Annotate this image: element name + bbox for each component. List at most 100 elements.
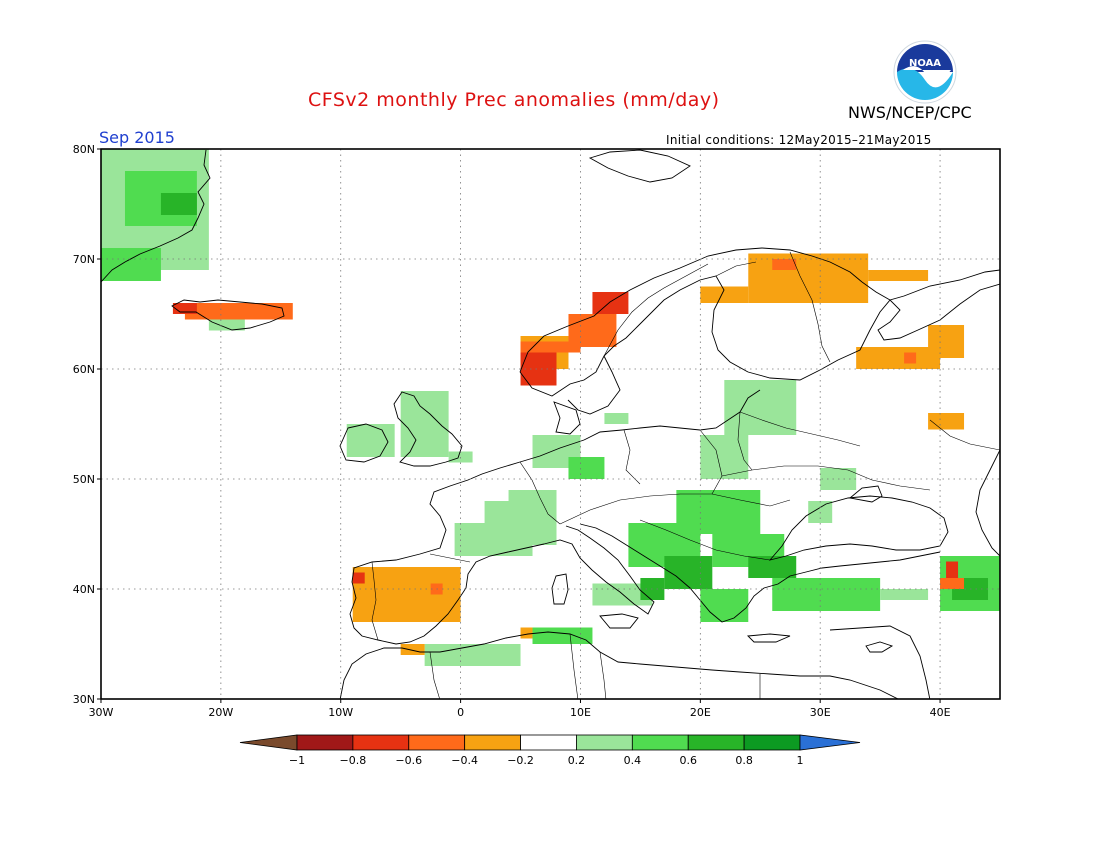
cyprus-coast bbox=[865, 641, 894, 653]
border-central-europe bbox=[559, 493, 791, 525]
anomaly-region bbox=[101, 248, 161, 281]
anomaly-region bbox=[928, 325, 965, 358]
anomaly-region bbox=[400, 644, 425, 655]
anomaly-region bbox=[724, 380, 797, 435]
lon-tick-label: 10W bbox=[328, 706, 353, 719]
anomaly-region bbox=[532, 627, 593, 644]
axis-labels: 30W 20W 10W 0 10E 20E 30E 40E 80N 70N 60N 50N 40N 30N bbox=[73, 143, 951, 719]
lon-tick-label: 0 bbox=[457, 706, 464, 719]
border-north-africa bbox=[429, 633, 761, 699]
north-africa-coast bbox=[339, 631, 900, 699]
ireland-coast bbox=[339, 423, 389, 463]
lon-tick-label: 40E bbox=[930, 706, 951, 719]
white-sea-coast bbox=[861, 281, 1000, 341]
initial-conditions: Initial conditions: 12May2015–21May2015 bbox=[666, 133, 932, 147]
great-britain-coast bbox=[393, 391, 463, 467]
anomaly-region bbox=[904, 352, 917, 364]
anomaly-region bbox=[946, 561, 959, 578]
colorbar-swatch bbox=[576, 734, 633, 751]
colorbar-label: −0.2 bbox=[507, 754, 534, 767]
anomaly-region bbox=[184, 303, 293, 320]
lat-tick-label: 60N bbox=[73, 363, 95, 376]
denmark-coast bbox=[553, 401, 581, 435]
lat-tick-label: 50N bbox=[73, 473, 95, 486]
italy-coast bbox=[543, 525, 655, 615]
border-finland-russia bbox=[789, 251, 831, 363]
colorbar-swatch bbox=[352, 734, 410, 751]
anomaly-region bbox=[172, 303, 197, 314]
border-poland-east bbox=[699, 429, 723, 495]
border-ukraine bbox=[721, 465, 931, 491]
colorbar-label: −0.4 bbox=[451, 754, 478, 767]
colorbar-label: 0.4 bbox=[624, 754, 642, 767]
anomaly-region bbox=[940, 578, 965, 589]
anomaly-region bbox=[772, 578, 881, 611]
colorbar-label: −1 bbox=[289, 754, 305, 767]
colorbar-label: 1 bbox=[797, 754, 804, 767]
colorbar-swatch bbox=[520, 734, 577, 751]
border-russia-kazakhstan bbox=[929, 419, 1000, 451]
sardinia-coast bbox=[551, 573, 569, 605]
colorbar: −1 −0.8 −0.6 −0.4 −0.2 0.2 0.4 0.6 0.8 1 bbox=[239, 734, 861, 767]
anomaly-region bbox=[352, 567, 461, 622]
noaa-logo-icon: NOAA bbox=[893, 40, 957, 104]
colorbar-label: −0.6 bbox=[395, 754, 422, 767]
scandinavia-coast bbox=[519, 247, 863, 373]
colorbar-swatch bbox=[743, 734, 801, 751]
balkans-coast bbox=[579, 523, 941, 623]
colorbar-label: −0.8 bbox=[340, 754, 367, 767]
border-spain-portugal bbox=[371, 561, 379, 641]
lat-tick-label: 40N bbox=[73, 583, 95, 596]
anomaly-region bbox=[400, 391, 449, 457]
anomaly-region bbox=[856, 347, 941, 369]
noaa-logo-text: NOAA bbox=[909, 58, 941, 69]
border-france-germany bbox=[519, 461, 561, 525]
border-sweden-finland bbox=[715, 261, 757, 277]
anomaly-region bbox=[568, 314, 617, 347]
agency-label: NWS/NCEP/CPC bbox=[848, 103, 972, 122]
svalbard-coast bbox=[588, 149, 691, 183]
graticule bbox=[101, 149, 1000, 699]
anomaly-region bbox=[520, 627, 533, 639]
sicily-coast bbox=[599, 613, 639, 629]
border-belarus bbox=[737, 411, 753, 471]
colorbar-label: 0.8 bbox=[735, 754, 753, 767]
map-title: CFSv2 monthly Prec anomalies (mm/day) bbox=[308, 89, 720, 111]
anomaly-region bbox=[700, 435, 749, 479]
anomaly-region bbox=[664, 556, 713, 589]
anomaly-region bbox=[346, 424, 395, 457]
anomaly-region bbox=[772, 259, 797, 270]
crimea-coast bbox=[848, 485, 883, 503]
baltic-west-coast bbox=[567, 355, 621, 415]
colorbar-swatch bbox=[464, 734, 521, 751]
map-frame bbox=[100, 148, 1001, 700]
colorbar-label: 0.2 bbox=[568, 754, 586, 767]
anomaly-region bbox=[700, 589, 749, 622]
lon-tick-label: 20E bbox=[690, 706, 711, 719]
lon-tick-label: 20W bbox=[208, 706, 233, 719]
anomaly-region bbox=[868, 270, 929, 281]
lat-tick-label: 30N bbox=[73, 693, 95, 706]
anomaly-region bbox=[568, 457, 605, 479]
colorbar-below-arrow bbox=[239, 734, 298, 751]
anomaly-region bbox=[880, 589, 929, 600]
anomaly-region bbox=[352, 572, 365, 584]
crete-coast bbox=[747, 633, 791, 643]
iceland-coast bbox=[171, 299, 285, 331]
lon-tick-label: 30W bbox=[89, 706, 114, 719]
colorbar-swatch bbox=[687, 734, 745, 751]
anomaly-region bbox=[520, 341, 581, 353]
anomaly-region bbox=[208, 319, 245, 331]
map-background bbox=[101, 149, 1000, 699]
lon-tick-label: 10E bbox=[570, 706, 591, 719]
colorbar-label: 0.6 bbox=[679, 754, 697, 767]
levant-coast bbox=[829, 625, 931, 699]
anomaly-region bbox=[748, 556, 797, 578]
anomaly-region bbox=[700, 286, 749, 303]
anomaly-region bbox=[508, 490, 557, 545]
border-baltics bbox=[739, 411, 861, 447]
anomaly-region bbox=[454, 523, 497, 556]
border-germany-poland bbox=[623, 429, 641, 485]
anomaly-region bbox=[424, 644, 521, 666]
black-sea-coast bbox=[768, 495, 949, 561]
